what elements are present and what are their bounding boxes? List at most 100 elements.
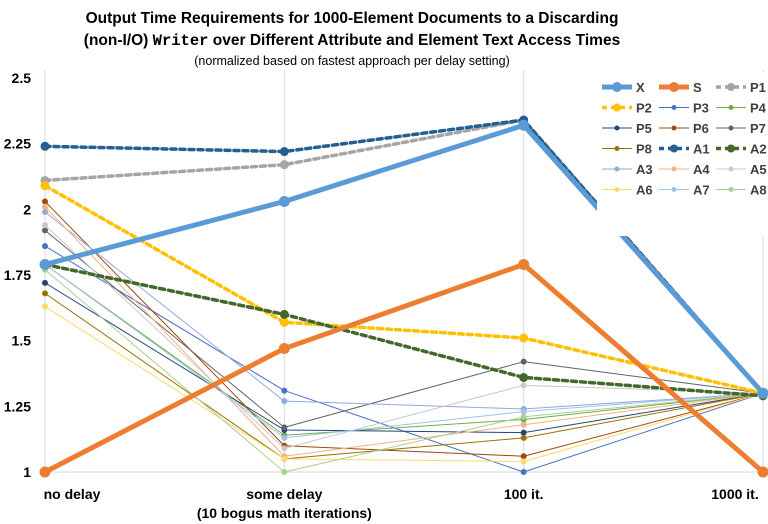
y-tick-label: 1.25 bbox=[4, 398, 31, 414]
legend-label: P2 bbox=[636, 101, 652, 116]
y-tick-label: 2 bbox=[23, 201, 31, 217]
legend-label: A1 bbox=[693, 142, 710, 157]
data-point-a8 bbox=[520, 413, 527, 420]
data-point-p7 bbox=[42, 227, 48, 234]
data-point-p2 bbox=[519, 333, 529, 343]
data-point-a5 bbox=[42, 222, 48, 229]
data-point-s bbox=[757, 466, 768, 478]
y-tick-label: 1.5 bbox=[12, 333, 32, 349]
data-point-p3 bbox=[520, 469, 527, 475]
legend-item-x: X bbox=[602, 80, 645, 95]
data-point-a8 bbox=[281, 469, 288, 475]
legend-marker bbox=[728, 187, 734, 192]
legend-marker bbox=[670, 144, 678, 153]
legend-label: P7 bbox=[750, 121, 766, 136]
legend-marker bbox=[728, 105, 734, 110]
data-point-p7 bbox=[520, 358, 527, 365]
legend-marker bbox=[613, 103, 621, 112]
legend-background bbox=[597, 72, 765, 236]
series-line-a8 bbox=[44, 269, 764, 473]
data-point-p8 bbox=[520, 434, 527, 441]
legend-label: A2 bbox=[750, 142, 767, 157]
data-point-p3 bbox=[42, 243, 48, 250]
legend-item-a8: A8 bbox=[716, 183, 767, 198]
legend-item-p5: P5 bbox=[602, 121, 652, 136]
legend-item-a3: A3 bbox=[602, 162, 653, 177]
legend-item-a5: A5 bbox=[716, 162, 767, 177]
legend-marker bbox=[614, 166, 620, 172]
data-point-s bbox=[39, 466, 51, 478]
data-point-p6 bbox=[42, 198, 48, 205]
chart-title-line2: (non-I/O) Writer over Different Attribut… bbox=[84, 32, 620, 50]
legend-label: A6 bbox=[636, 183, 653, 198]
series-line-p7 bbox=[44, 229, 764, 428]
legend-item-a4: A4 bbox=[659, 162, 710, 177]
legend-item-s: S bbox=[659, 80, 702, 95]
data-point-x bbox=[757, 387, 768, 399]
y-axis: 1 1.25 1.5 1.75 2 2.25 2.5 bbox=[4, 70, 31, 480]
legend-item-a1: A1 bbox=[659, 142, 710, 157]
series-line-x bbox=[42, 122, 766, 396]
data-point-a6 bbox=[42, 303, 48, 310]
data-point-s bbox=[518, 258, 530, 270]
legend-label: A5 bbox=[750, 162, 767, 177]
legend-item-p7: P7 bbox=[716, 121, 766, 136]
data-point-a1 bbox=[40, 141, 50, 151]
series-line-p5 bbox=[44, 282, 764, 434]
data-point-x bbox=[39, 258, 51, 270]
legend-marker bbox=[727, 83, 735, 91]
x-tick-sublabel: (10 bogus math iterations) bbox=[197, 505, 372, 521]
data-point-a2 bbox=[279, 309, 289, 319]
series-line-p6 bbox=[44, 200, 764, 457]
data-point-p5 bbox=[42, 279, 48, 286]
legend-marker bbox=[728, 125, 734, 131]
legend: X S P1 P2 P3 P4 P5 P6 P7 P8 A1 A2 A3 A4 A5 A6 A7 A8 bbox=[597, 72, 767, 236]
data-point-a5 bbox=[520, 382, 527, 389]
legend-item-p1: P1 bbox=[716, 80, 766, 95]
data-point-a5 bbox=[281, 445, 288, 452]
data-point-a3 bbox=[281, 398, 288, 405]
legend-item-a6: A6 bbox=[602, 183, 653, 198]
legend-label: X bbox=[636, 80, 645, 95]
data-point-p7 bbox=[281, 424, 288, 431]
y-tick-label: 1 bbox=[23, 464, 31, 480]
y-tick-label: 2.5 bbox=[12, 70, 32, 86]
series-a7 bbox=[42, 261, 766, 441]
plot-area bbox=[39, 115, 768, 478]
series-line-a3 bbox=[44, 211, 764, 410]
series-line-p8 bbox=[44, 292, 764, 460]
data-point-a2 bbox=[519, 372, 529, 382]
y-tick-label: 2.25 bbox=[4, 136, 31, 152]
data-point-x bbox=[278, 195, 290, 207]
legend-label: P4 bbox=[750, 101, 767, 116]
series-line-p4 bbox=[44, 263, 764, 436]
data-point-x bbox=[518, 119, 530, 131]
series-s bbox=[39, 258, 768, 478]
legend-label: P1 bbox=[750, 80, 766, 95]
legend-marker bbox=[614, 125, 620, 131]
legend-item-p6: P6 bbox=[659, 121, 709, 136]
series-line-p3 bbox=[44, 245, 764, 473]
data-point-a6 bbox=[520, 458, 527, 465]
series-line-a2 bbox=[43, 262, 765, 398]
legend-label: P8 bbox=[636, 142, 652, 157]
x-tick-label: some delay bbox=[246, 486, 322, 502]
data-point-p6 bbox=[520, 453, 527, 460]
data-point-p2 bbox=[40, 181, 50, 191]
legend-marker bbox=[671, 105, 677, 110]
series-line-s bbox=[42, 261, 766, 475]
series-p5 bbox=[42, 279, 766, 436]
series-line-a7 bbox=[44, 263, 764, 439]
legend-item-a7: A7 bbox=[659, 183, 710, 198]
legend-item-p2: P2 bbox=[602, 101, 652, 116]
series-a8 bbox=[42, 266, 766, 475]
data-point-a6 bbox=[281, 455, 288, 462]
chart-title-code: Writer bbox=[153, 32, 209, 50]
chart-subtitle: (normalized based on fastest approach pe… bbox=[194, 54, 509, 68]
x-tick-label: 100 it. bbox=[504, 486, 544, 502]
legend-label: P6 bbox=[693, 121, 709, 136]
legend-label: S bbox=[693, 80, 702, 95]
legend-marker bbox=[669, 82, 679, 92]
legend-marker bbox=[614, 146, 620, 151]
